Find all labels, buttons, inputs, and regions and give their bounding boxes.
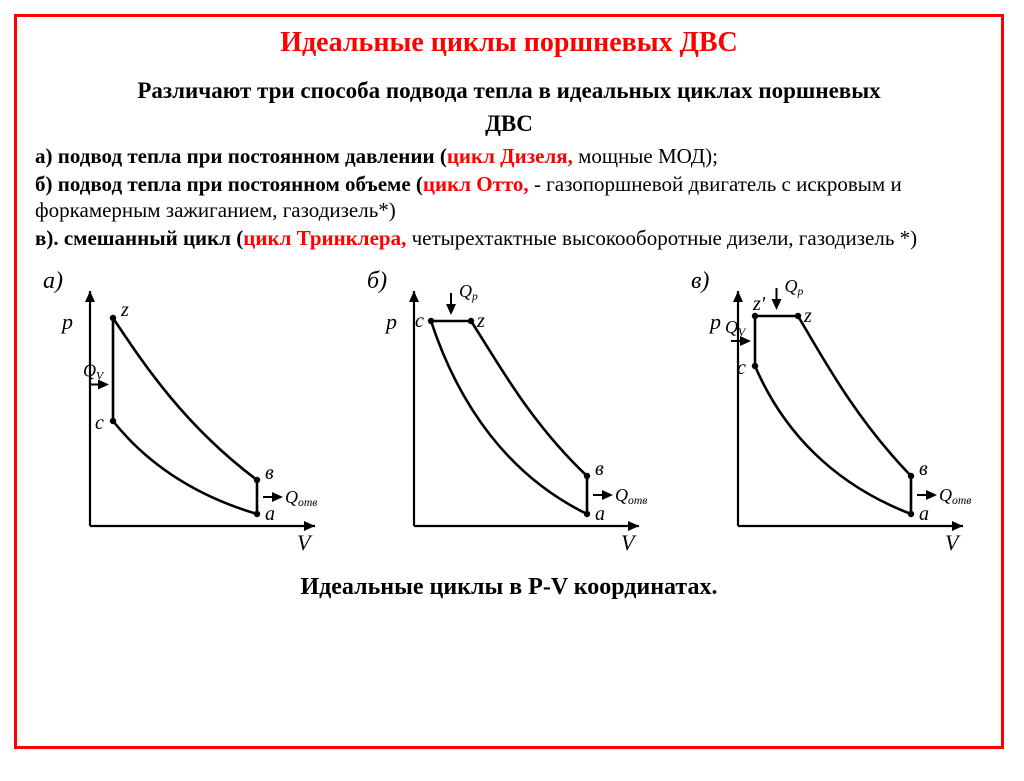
- svg-text:c: c: [95, 412, 104, 434]
- svg-text:a: a: [595, 503, 605, 525]
- item-c-lead: в). смешанный цикл (: [35, 226, 243, 250]
- svg-text:p: p: [708, 309, 721, 334]
- diagram-row: а)pVzcвaQVQотв б)pVczвaQpQотв в)pVcz'zвa…: [35, 266, 983, 566]
- item-c-red: цикл Тринклера,: [243, 226, 406, 250]
- svg-text:z: z: [476, 310, 485, 332]
- svg-text:в: в: [595, 458, 604, 480]
- svg-text:z: z: [120, 299, 129, 321]
- bottom-caption: Идеальные циклы в P-V координатах.: [35, 574, 983, 601]
- svg-text:Qp: Qp: [785, 276, 804, 298]
- svg-text:a: a: [919, 503, 929, 525]
- item-a: а) подвод тепла при постоянном давлении …: [35, 143, 983, 169]
- svg-text:Qp: Qp: [459, 281, 478, 303]
- svg-text:c: c: [737, 357, 746, 379]
- svg-text:а): а): [43, 268, 63, 294]
- svg-text:в: в: [919, 458, 928, 480]
- svg-text:Qотв: Qотв: [939, 485, 971, 507]
- svg-text:QV: QV: [83, 360, 105, 382]
- item-b-lead: б) подвод тепла при постоянном объеме (: [35, 172, 423, 196]
- svg-text:Qотв: Qотв: [615, 485, 647, 507]
- svg-text:z: z: [803, 305, 812, 327]
- svg-text:V: V: [621, 530, 637, 555]
- svg-text:в): в): [691, 268, 709, 294]
- diagram-a: а) p Vz c вa QV Qотв: [35, 266, 335, 566]
- item-a-red: цикл Дизеля,: [447, 144, 573, 168]
- svg-text:a: a: [265, 503, 275, 525]
- svg-text:Qотв: Qотв: [285, 487, 317, 509]
- item-a-tail: мощные МОД);: [573, 144, 718, 168]
- svg-text:V: V: [945, 530, 961, 555]
- diagram-b: б) p Vc z в a Qp Qотв: [359, 266, 659, 566]
- svg-text:p: p: [60, 309, 73, 334]
- item-a-lead: а) подвод тепла при постоянном давлении …: [35, 144, 447, 168]
- subtitle-line2: ДВС: [35, 110, 983, 139]
- item-b-red: цикл Отто,: [423, 172, 529, 196]
- svg-text:p: p: [384, 309, 397, 334]
- svg-text:z': z': [752, 293, 766, 315]
- svg-text:QV: QV: [725, 317, 747, 339]
- svg-text:б): б): [367, 268, 387, 294]
- page-title: Идеальные циклы поршневых ДВС: [35, 27, 983, 59]
- svg-text:c: c: [415, 310, 424, 332]
- item-b: б) подвод тепла при постоянном объеме (ц…: [35, 171, 983, 224]
- svg-text:в: в: [265, 462, 274, 484]
- item-c: в). смешанный цикл (цикл Тринклера, четы…: [35, 225, 983, 251]
- item-c-tail: четырехтактные высокооборотные дизели, г…: [406, 226, 917, 250]
- slide-frame: Идеальные циклы поршневых ДВС Различают …: [14, 14, 1004, 749]
- subtitle-line1: Различают три способа подвода тепла в ид…: [35, 77, 983, 106]
- svg-text:V: V: [297, 530, 313, 555]
- diagram-c: в) p Vc z' z в a QV Qp Qотв: [683, 266, 983, 566]
